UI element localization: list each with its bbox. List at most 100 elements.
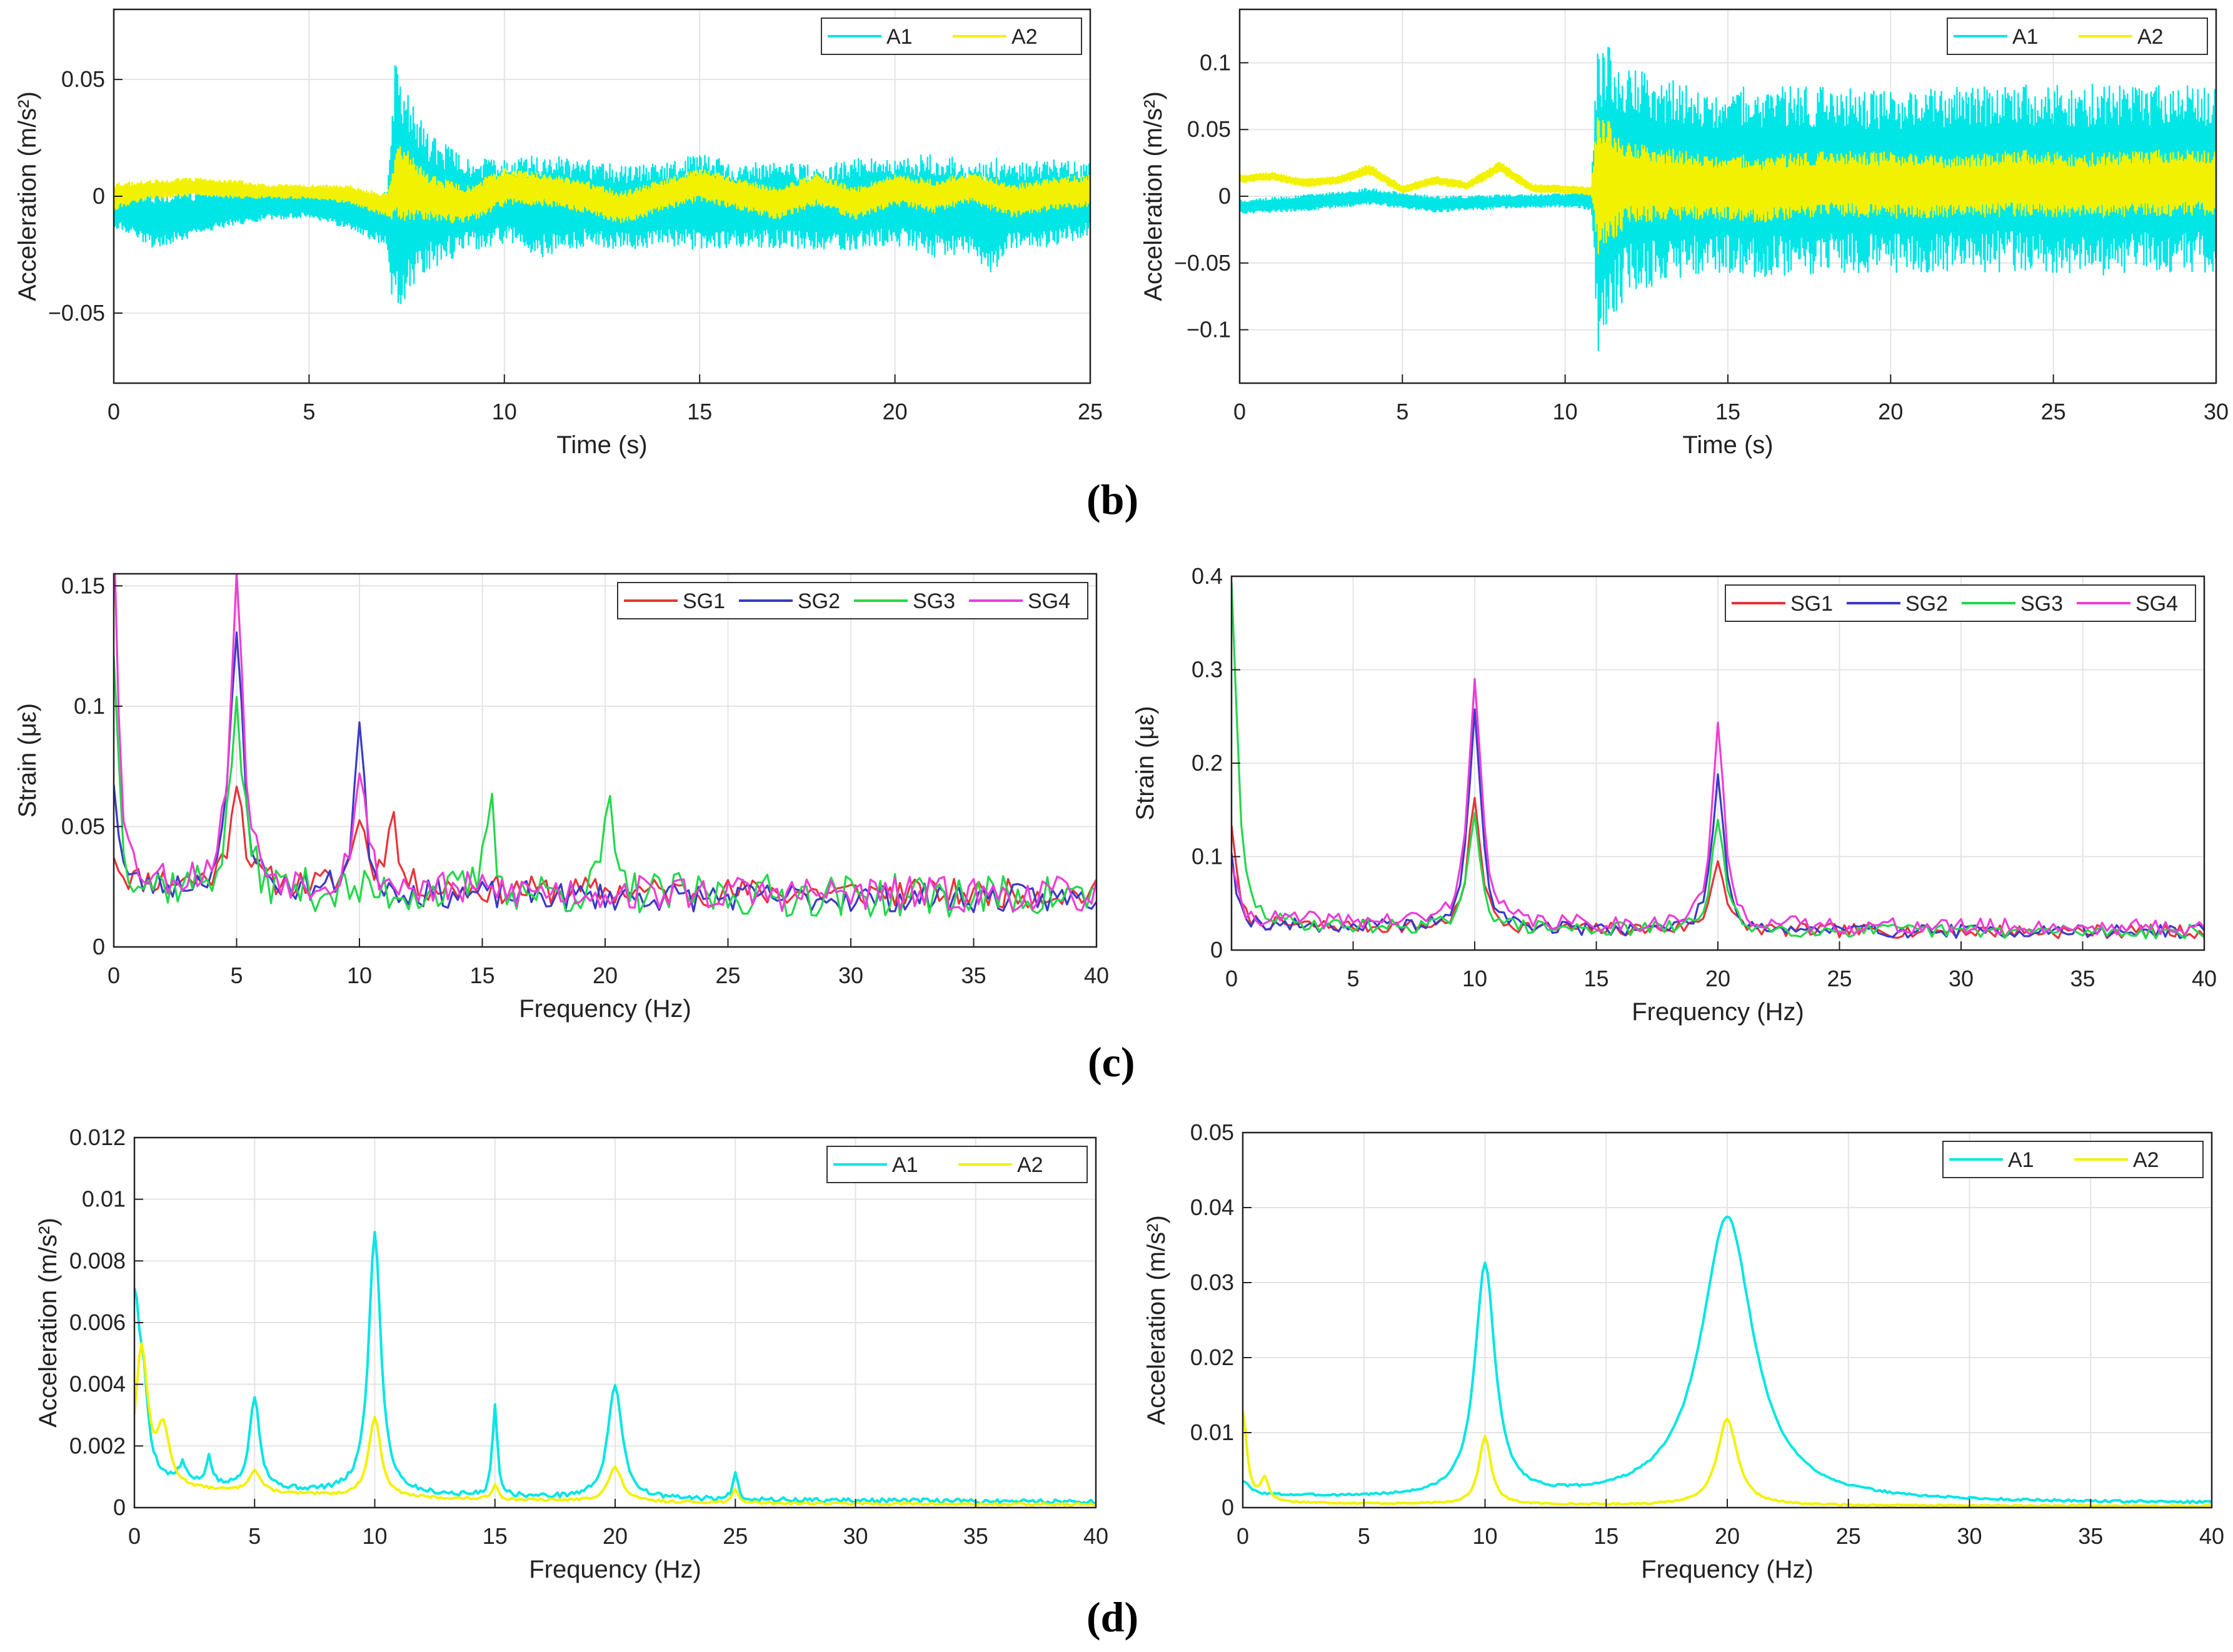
y-tick-label: 0: [113, 1494, 126, 1520]
legend-label-SG2: SG2: [798, 589, 840, 613]
x-tick-label: 10: [1472, 1523, 1497, 1549]
legend-label-SG2: SG2: [1905, 592, 1948, 616]
series-line-A1: [1243, 1215, 2212, 1504]
series-line-SG1: [114, 785, 1096, 909]
x-tick-label: 35: [2070, 966, 2095, 991]
x-tick-label: 15: [483, 1523, 508, 1549]
x-tick-label: 0: [1225, 966, 1238, 991]
y-tick-label: −0.05: [1174, 250, 1231, 276]
panel-label-b: (b): [1086, 476, 1139, 523]
y-tick-label: 0.05: [1187, 116, 1231, 142]
chart-d-right: 0 5 10 15 20 25 30 35 40 0 0.01 0.02 0.03 0.04 0.05 Fre…: [1143, 1119, 2224, 1583]
y-tick-label: 0: [93, 934, 105, 959]
panel-label-d: (d): [1086, 1593, 1139, 1641]
y-axis-label: Acceleration (m/s²): [14, 91, 41, 301]
x-tick-label: 15: [1583, 966, 1608, 991]
chart-b-left: 0 5 10 15 20 25 −0.05 0 0.05 Time (s) Acceleration…: [14, 8, 1103, 459]
legend-label-SG3: SG3: [2020, 592, 2063, 616]
y-axis-label: Acceleration (m/s²): [34, 1218, 62, 1428]
series-line-A2: [1240, 117, 2216, 254]
legend-label-SG4: SG4: [1028, 589, 1070, 613]
y-tick-label: 0.4: [1192, 563, 1223, 589]
x-tick-label: 30: [843, 1523, 868, 1549]
legend: A1 A2: [826, 1146, 1088, 1183]
legend: A1 A2: [1947, 18, 2208, 55]
x-axis-label: Time (s): [556, 431, 647, 459]
x-tick-label: 0: [1237, 1523, 1249, 1549]
y-tick-label: 0.02: [1190, 1344, 1234, 1370]
legend: A1 A2: [821, 18, 1082, 55]
x-tick-label: 15: [1715, 399, 1740, 424]
series-group: [1240, 46, 2216, 351]
x-tick-label: 40: [2199, 1523, 2224, 1549]
y-tick-label: 0: [93, 183, 105, 209]
y-tick-label: 0.15: [61, 573, 105, 598]
x-tick-label: 40: [1083, 1523, 1108, 1549]
legend: SG1 SG2 SG3 SG4: [1725, 584, 2196, 622]
x-tick-label: 5: [1396, 399, 1408, 424]
x-tick-label: 5: [1347, 966, 1359, 991]
x-axis-label: Frequency (Hz): [519, 995, 691, 1023]
legend: A1 A2: [1942, 1141, 2204, 1178]
x-axis-label: Frequency (Hz): [529, 1556, 701, 1583]
x-tick-label: 5: [1358, 1523, 1370, 1549]
y-tick-label: 0.1: [1192, 844, 1223, 869]
y-axis-label: Strain (με): [1132, 706, 1159, 820]
x-tick-label: 0: [108, 399, 120, 424]
panel-label-c: (c): [1088, 1038, 1135, 1086]
x-tick-label: 0: [128, 1523, 141, 1549]
y-tick-label: 0.002: [69, 1433, 126, 1458]
x-tick-label: 20: [593, 963, 618, 988]
x-tick-label: 35: [963, 1523, 988, 1549]
y-tick-label: 0.1: [1200, 49, 1231, 75]
x-tick-label: 0: [1233, 399, 1246, 424]
legend-label-A2: A2: [1011, 25, 1038, 49]
series-line-A1: [134, 1231, 1096, 1505]
x-tick-label: 15: [469, 963, 494, 988]
series-line-SG4: [1232, 678, 2204, 936]
x-tick-label: 5: [303, 399, 315, 424]
x-tick-label: 10: [347, 963, 372, 988]
x-tick-label: 10: [1462, 966, 1487, 991]
chart-d-left: 0 5 10 15 20 25 30 35 40 0 0.002 0.004 0.006 0.008 0.0…: [34, 1124, 1108, 1583]
y-tick-label: 0.008: [69, 1248, 126, 1273]
y-axis-label: Acceleration (m/s²): [1140, 91, 1167, 301]
series-group: [1243, 1215, 2212, 1508]
y-tick-label: −0.05: [48, 300, 105, 326]
x-tick-label: 10: [492, 399, 517, 424]
x-tick-label: 20: [603, 1523, 628, 1549]
y-axis-label: Acceleration (m/s²): [1143, 1215, 1170, 1425]
y-tick-label: 0.004: [69, 1371, 126, 1397]
x-tick-label: 20: [883, 399, 908, 424]
series-group: [1232, 582, 2204, 939]
legend-label-A1: A1: [2008, 1148, 2034, 1172]
x-axis-label: Frequency (Hz): [1632, 998, 1804, 1026]
y-axis-label: Strain (με): [14, 703, 41, 818]
x-tick-label: 20: [1878, 399, 1903, 424]
series-line-SG3: [114, 656, 1096, 918]
series-line-A2: [1243, 1411, 2212, 1508]
legend-label-A1: A1: [2012, 25, 2039, 49]
legend-label-A2: A2: [2133, 1148, 2159, 1172]
legend: SG1 SG2 SG3 SG4: [617, 582, 1088, 619]
x-tick-label: 5: [248, 1523, 261, 1549]
series-line-SG2: [114, 631, 1096, 913]
x-tick-label: 20: [1715, 1523, 1740, 1549]
x-axis-label: Time (s): [1682, 431, 1773, 459]
legend-label-A2: A2: [1017, 1153, 1043, 1177]
legend-label-A2: A2: [2137, 25, 2164, 49]
legend-label-SG1: SG1: [683, 589, 725, 613]
x-tick-label: 40: [1084, 963, 1109, 988]
x-tick-label: 0: [108, 963, 120, 988]
y-tick-label: 0.01: [82, 1186, 126, 1212]
series-line-A2: [114, 146, 1090, 224]
y-tick-label: 0.012: [69, 1124, 126, 1150]
chart-b-right: 0 5 10 15 20 25 30 −0.1 −0.05 0 0.05 0.1 Time (s) Acc…: [1140, 8, 2229, 459]
series-group: [114, 574, 1096, 918]
x-tick-label: 35: [2078, 1523, 2103, 1549]
x-tick-label: 30: [1949, 966, 1974, 991]
x-tick-label: 25: [723, 1523, 748, 1549]
x-axis-label: Frequency (Hz): [1641, 1556, 1814, 1583]
legend-label-SG1: SG1: [1790, 592, 1833, 616]
